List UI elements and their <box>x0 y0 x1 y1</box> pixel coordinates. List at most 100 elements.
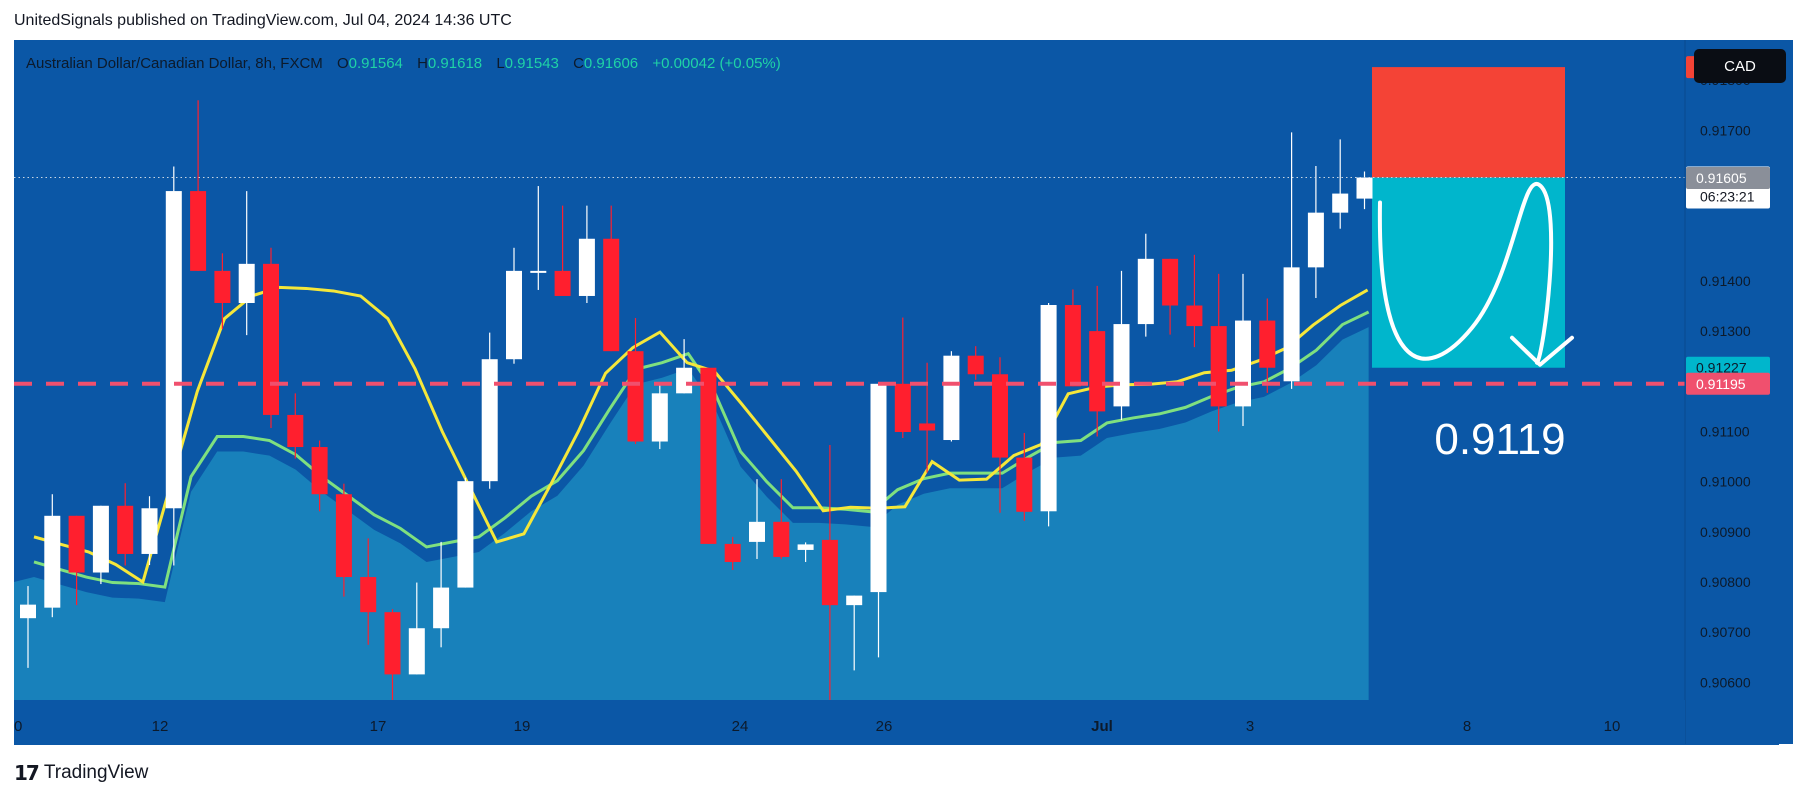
candle-body <box>870 383 887 593</box>
y-tick-label: 0.90900 <box>1700 524 1751 540</box>
candle <box>967 346 984 380</box>
candle-body <box>967 355 984 375</box>
candle <box>44 494 61 618</box>
candle <box>1089 285 1106 437</box>
candle <box>992 357 1008 513</box>
candle-body <box>1235 320 1251 407</box>
candle <box>263 247 279 428</box>
candle <box>676 339 693 394</box>
candle-body <box>700 367 717 544</box>
x-tick-label: 8 <box>1463 718 1471 735</box>
candle-body <box>360 577 377 613</box>
time-axis <box>14 700 1685 744</box>
candle-body <box>506 270 522 360</box>
shaded-area <box>14 327 1369 700</box>
candle-body <box>92 505 109 573</box>
target-price-badge-text: 0.91227 <box>1696 360 1747 376</box>
candle-body <box>1186 305 1203 327</box>
take-profit-zone <box>1372 177 1565 368</box>
candle <box>846 595 863 671</box>
tradingview-logo[interactable]: 17 TradingView <box>14 760 148 786</box>
candle-body <box>1259 320 1276 368</box>
candle-body <box>117 505 134 554</box>
stop-loss-zone <box>1372 67 1565 178</box>
candle <box>214 253 231 330</box>
candle-body <box>433 587 450 629</box>
level-price-badge: 0.91195 <box>1686 372 1770 395</box>
candle <box>506 247 522 364</box>
candle-body <box>1356 177 1373 199</box>
candle-body <box>1210 326 1227 407</box>
candle-body <box>335 494 352 578</box>
candle <box>68 515 85 606</box>
y-tick-label: 0.91100 <box>1700 423 1750 439</box>
y-tick-label: 0.91000 <box>1700 474 1751 490</box>
overlay-layer: 0.9119 <box>14 177 1685 464</box>
candle <box>554 205 571 296</box>
candle-body <box>992 374 1008 458</box>
candle <box>821 445 838 702</box>
candle <box>384 609 401 702</box>
level-price-badge-text: 0.91195 <box>1696 376 1746 392</box>
candle-body <box>238 263 255 303</box>
candle-body <box>627 351 644 442</box>
candle-body <box>676 367 693 394</box>
hand-drawn-curve <box>1377 182 1554 365</box>
candle <box>20 586 36 668</box>
candle-body <box>141 508 158 554</box>
currency-button[interactable]: CAD <box>1694 49 1786 83</box>
candle <box>360 538 377 645</box>
candle-body <box>1113 324 1130 407</box>
candle-body <box>214 270 231 303</box>
x-tick-label: 0 <box>14 718 22 735</box>
candle-body <box>603 238 620 352</box>
x-tick-label: 19 <box>514 718 531 735</box>
candle <box>335 483 352 597</box>
candle-body <box>554 270 571 296</box>
candle <box>238 191 255 336</box>
y-tick-label: 0.91700 <box>1700 122 1751 138</box>
candle <box>190 100 207 271</box>
x-tick-label: 17 <box>370 718 387 735</box>
x-tick-label: 3 <box>1246 718 1254 735</box>
candle <box>1259 298 1276 393</box>
candle <box>1235 273 1251 426</box>
candle-body <box>724 543 741 562</box>
candle-body <box>20 604 36 619</box>
candle-body <box>821 539 838 606</box>
candle-body <box>1064 305 1081 387</box>
y-tick-label: 0.90700 <box>1700 624 1751 640</box>
candle-body <box>1162 258 1179 306</box>
candle <box>700 367 717 544</box>
candle <box>603 205 620 352</box>
candle-body <box>1332 193 1349 213</box>
candle <box>894 317 911 439</box>
candle-body <box>1137 258 1154 325</box>
bid-price-badge-bg <box>1686 167 1770 190</box>
candle-body <box>190 191 207 271</box>
bid-price-badge-text: 0.91605 <box>1696 170 1747 186</box>
candle <box>1016 432 1033 521</box>
candle <box>943 351 960 442</box>
candle <box>1040 302 1057 527</box>
candle <box>1064 289 1081 387</box>
candle-body <box>384 612 401 675</box>
candle <box>1332 139 1349 229</box>
legend-symbol: Australian Dollar/Canadian Dollar, 8h, F… <box>26 55 323 72</box>
legend-high-label: H <box>417 55 428 72</box>
candle-body <box>1040 305 1057 512</box>
x-tick-label: 12 <box>152 718 169 735</box>
candle-body <box>578 238 595 296</box>
candle <box>627 318 644 445</box>
y-tick-label: 0.91400 <box>1700 273 1751 289</box>
candle-body <box>1283 267 1300 382</box>
candle-body <box>1307 212 1324 268</box>
bid-price-badge: 0.91605 <box>1686 167 1770 190</box>
candle-body <box>287 414 304 448</box>
candle-body <box>749 521 765 542</box>
y-tick-label: 0.90600 <box>1700 674 1751 690</box>
candle <box>1137 233 1154 337</box>
candle <box>165 166 182 566</box>
candle-body <box>408 628 425 675</box>
